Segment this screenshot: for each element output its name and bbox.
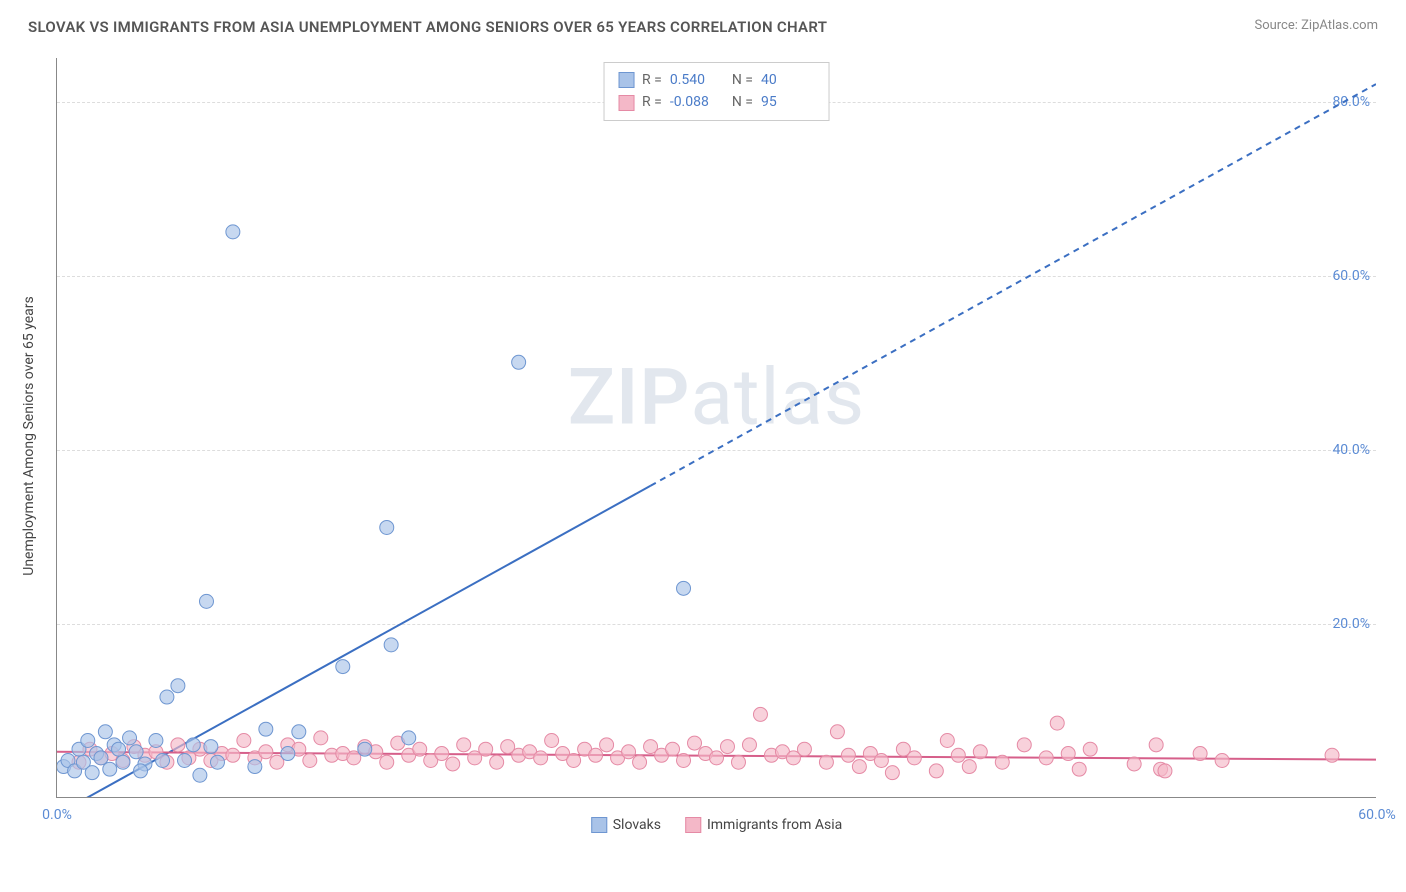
r-label: R = [642,69,662,91]
plot-region: Unemployment Among Seniors over 65 years… [56,58,1376,798]
r-value-slovaks: 0.540 [670,69,724,91]
chart-title: SLOVAK VS IMMIGRANTS FROM ASIA UNEMPLOYM… [28,18,827,36]
r-value-asia: -0.088 [670,91,724,113]
legend-swatch-slovaks [591,817,607,833]
stats-row-slovaks: R = 0.540 N = 40 [618,69,815,91]
swatch-asia [618,95,634,111]
n-label: N = [732,69,753,91]
legend-label-asia: Immigrants from Asia [707,817,842,833]
legend-label-slovaks: Slovaks [613,817,661,833]
n-value-asia: 95 [761,91,815,113]
x-tick-label: 60.0% [1358,807,1396,823]
stats-legend-box: R = 0.540 N = 40 R = -0.088 N = 95 [603,62,830,121]
bottom-legend: Slovaks Immigrants from Asia [591,817,843,833]
legend-item-asia: Immigrants from Asia [685,817,842,833]
x-tick-label: 0.0% [42,807,72,823]
n-value-slovaks: 40 [761,69,815,91]
stats-row-asia: R = -0.088 N = 95 [618,91,815,113]
n-label: N = [732,91,753,113]
legend-item-slovaks: Slovaks [591,817,661,833]
r-label: R = [642,91,662,113]
scatter-plot-svg [57,58,1376,797]
source-attribution: Source: ZipAtlas.com [1254,18,1378,33]
chart-area: Unemployment Among Seniors over 65 years… [56,58,1376,828]
y-axis-title: Unemployment Among Seniors over 65 years [21,296,37,576]
legend-swatch-asia [685,817,701,833]
swatch-slovaks [618,72,634,88]
